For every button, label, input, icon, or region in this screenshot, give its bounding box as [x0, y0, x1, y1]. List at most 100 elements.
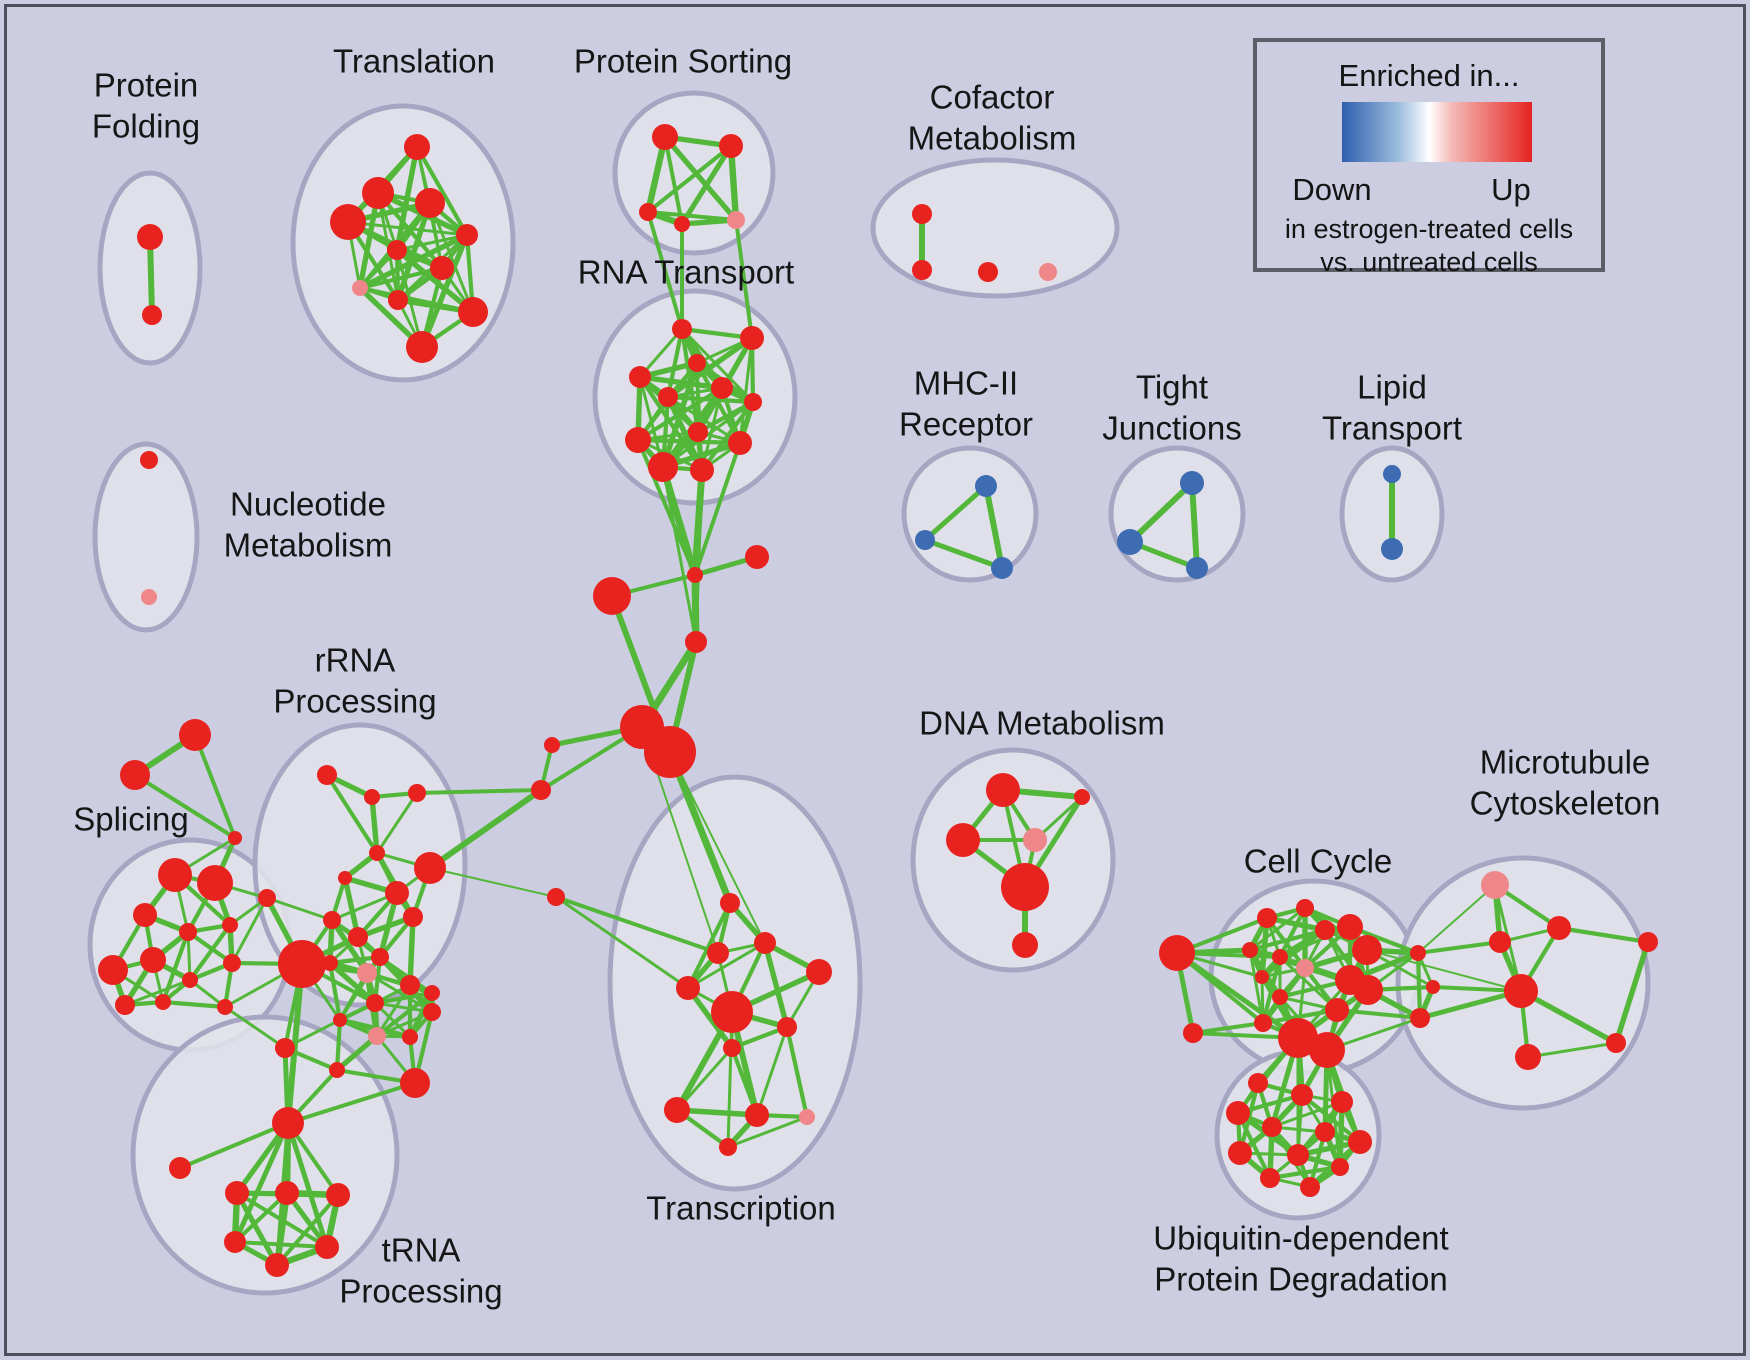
edge [429, 867, 557, 898]
edge [234, 1190, 280, 1268]
gene-set-node [272, 1107, 304, 1139]
cluster-label-splicing: Splicing [73, 801, 189, 838]
gene-set-node [531, 780, 551, 800]
legend-caption-line2: vs. untreated cells [1320, 247, 1538, 277]
gene-set-node [400, 975, 420, 995]
gene-set-node [1180, 471, 1204, 495]
gene-set-node [1410, 1008, 1430, 1028]
gene-set-node [1254, 1014, 1272, 1032]
edge [669, 751, 766, 944]
edge [922, 537, 1005, 571]
edge [734, 218, 754, 340]
edge [662, 134, 739, 223]
edge [685, 900, 733, 991]
edge [1247, 927, 1328, 953]
gene-set-node [179, 923, 197, 941]
gene-set-node [1547, 916, 1571, 940]
edge [357, 265, 445, 291]
gene-set-node [1381, 538, 1403, 560]
edge [635, 437, 743, 446]
gene-set-node [1504, 974, 1538, 1008]
edge [230, 896, 269, 965]
cluster-ellipse-mhc-ii [901, 445, 1039, 583]
edge [762, 940, 790, 1030]
edge [286, 1081, 417, 1125]
edge [1248, 906, 1307, 952]
edge [1556, 925, 1651, 945]
gene-set-node [387, 240, 407, 260]
gene-set-node [1242, 942, 1258, 958]
cluster-label-nucleotide: Nucleotide Metabolism [224, 486, 393, 564]
cluster-label-cofactor: Cofactor Metabolism [908, 79, 1077, 157]
gene-set-node [745, 1103, 769, 1127]
gene-set-node [719, 1138, 737, 1156]
gene-set-node [754, 932, 776, 954]
gene-set-node [719, 134, 743, 158]
cluster-label-rrna-processing: rRNA Processing [273, 642, 436, 720]
gene-set-node [652, 124, 678, 150]
gene-set-node [352, 280, 368, 296]
gene-set-node [222, 917, 238, 933]
gene-set-node [1117, 529, 1143, 555]
edge [233, 1240, 329, 1249]
edge [691, 571, 700, 646]
edge [427, 787, 544, 871]
cluster-ellipse-nucleotide [92, 441, 200, 633]
gene-set-node [799, 1109, 815, 1125]
gene-set-node [275, 1038, 295, 1058]
gene-set-node [1489, 931, 1511, 953]
gene-set-node [544, 737, 560, 753]
edge [659, 463, 699, 579]
edge [373, 1001, 434, 1014]
edge [738, 336, 754, 445]
gene-set-node [98, 955, 128, 985]
gene-set-node [224, 1231, 246, 1253]
gene-set-node [430, 256, 454, 280]
edge [646, 210, 684, 331]
gene-set-node [688, 422, 708, 442]
gene-set-node [1515, 1044, 1541, 1070]
gene-set-node [639, 203, 657, 221]
edge [414, 144, 470, 238]
edge [285, 961, 305, 1126]
edge [223, 1005, 287, 1050]
gene-set-node [1023, 828, 1047, 852]
gene-set-node [414, 852, 446, 884]
edge [232, 1120, 291, 1245]
gene-set-node [348, 927, 368, 947]
edge [334, 1017, 343, 1073]
gene-set-node [197, 865, 233, 901]
gene-set-node [1287, 1144, 1309, 1166]
gene-set-node [744, 393, 762, 411]
edge [1278, 955, 1339, 1012]
gene-set-node [317, 765, 337, 785]
cluster-label-protein-sorting: Protein Sorting [574, 43, 792, 80]
nodes-layer [98, 124, 1658, 1277]
cluster-ellipse-cofactor [870, 157, 1120, 299]
gene-set-node [672, 319, 692, 339]
edge [1127, 480, 1195, 545]
gene-set-node [547, 888, 565, 906]
cluster-label-ubiquitin: Ubiquitin-dependent Protein Degradation [1153, 1220, 1448, 1298]
gene-set-node [403, 907, 423, 927]
gene-set-node [322, 955, 338, 971]
gene-set-node [1226, 1101, 1250, 1125]
cluster-label-tight-junctions: Tight Junctions [1102, 369, 1241, 447]
edge [1277, 905, 1308, 960]
edge [699, 399, 756, 473]
gene-set-node [644, 726, 696, 778]
edge [983, 483, 1005, 571]
edge [375, 791, 419, 855]
edge [275, 1193, 340, 1267]
gene-set-node [690, 458, 714, 482]
cluster-label-trna-processing: tRNA Processing [339, 1232, 502, 1310]
gene-set-node [1348, 1130, 1372, 1154]
edge [133, 773, 237, 840]
gene-set-node [720, 893, 740, 913]
gene-set-node [1255, 970, 1269, 984]
edge [1417, 988, 1524, 1021]
edge [265, 896, 334, 922]
gene-set-node [711, 991, 753, 1033]
gene-set-node [1228, 1141, 1252, 1165]
